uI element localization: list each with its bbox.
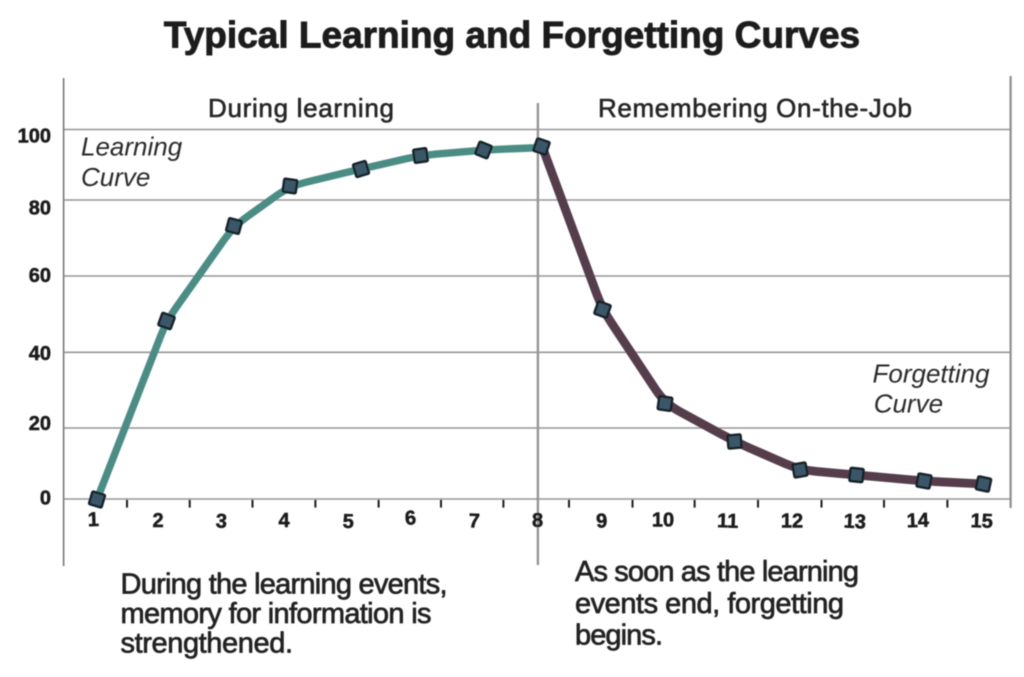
svg-text:20: 20 [29,413,51,435]
svg-text:3: 3 [215,510,227,533]
svg-text:Curve: Curve [874,388,943,418]
svg-text:80: 80 [29,197,51,219]
svg-text:2: 2 [152,510,163,532]
svg-text:Learning: Learning [81,131,183,161]
svg-text:6: 6 [404,507,417,530]
svg-text:12: 12 [781,511,803,533]
svg-text:Remembering On-the-Job: Remembering On-the-Job [598,93,912,123]
svg-text:13: 13 [843,510,866,533]
svg-text:8: 8 [532,510,543,532]
svg-text:During the learning events,: During the learning events, [121,569,448,601]
svg-text:events end, forgetting: events end, forgetting [575,588,844,620]
svg-text:60: 60 [29,265,51,287]
svg-text:1: 1 [87,509,99,531]
svg-text:0: 0 [40,488,51,510]
svg-text:During learning: During learning [208,93,394,123]
svg-text:Forgetting: Forgetting [873,358,991,388]
svg-text:10: 10 [652,510,674,532]
svg-text:4: 4 [278,510,290,532]
svg-text:7: 7 [468,510,480,532]
svg-text:5: 5 [342,511,354,533]
svg-text:memory for information is: memory for information is [121,598,432,630]
svg-text:15: 15 [970,510,993,533]
svg-text:11: 11 [717,510,739,533]
svg-text:begins.: begins. [575,620,663,652]
svg-text:40: 40 [29,343,51,365]
svg-text:Curve: Curve [81,162,150,192]
svg-text:As soon as the learning: As soon as the learning [575,556,859,588]
svg-text:strengthened.: strengthened. [121,628,294,660]
svg-text:9: 9 [596,510,608,533]
svg-text:14: 14 [906,510,930,533]
svg-text:100: 100 [18,126,51,148]
svg-text:Typical Learning and Forgettin: Typical Learning and Forgetting Curves [164,15,860,56]
